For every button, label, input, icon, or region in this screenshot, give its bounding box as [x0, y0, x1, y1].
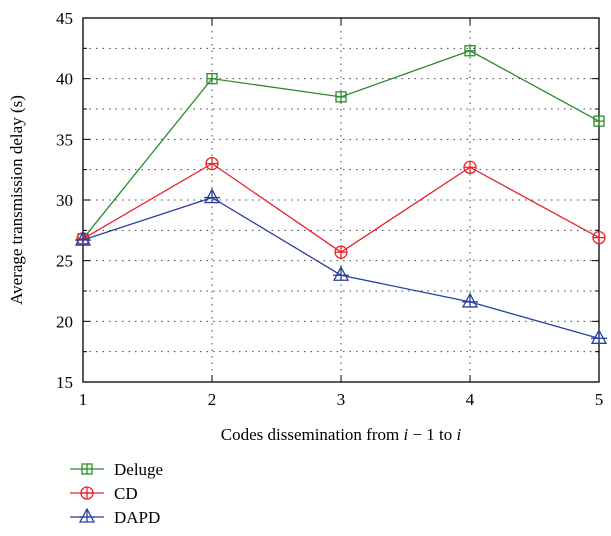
legend-item: Deluge: [70, 460, 163, 479]
legend: Deluge CD DAPD: [70, 460, 163, 527]
data-point: [464, 45, 476, 57]
data-point: [592, 230, 606, 245]
legend-label: DAPD: [114, 508, 160, 527]
legend-label: Deluge: [114, 460, 163, 479]
data-point: [461, 292, 479, 308]
data-point: [590, 328, 608, 344]
data-point: [334, 245, 348, 259]
legend-marker: [80, 486, 94, 500]
x-axis-title-part: Codes dissemination from: [221, 425, 404, 444]
data-point: [205, 156, 219, 171]
x-tick-label: 5: [595, 390, 604, 409]
x-axis-title: Codes dissemination from i − 1 to i: [221, 425, 462, 444]
data-point: [335, 91, 347, 103]
series-line: [82, 50, 600, 240]
y-tick-label: 30: [56, 191, 73, 210]
data-point: [593, 115, 605, 127]
x-tick-label: 3: [337, 390, 346, 409]
y-axis-title: Average transmission delay (s): [7, 95, 26, 305]
x-tick-label: 2: [208, 390, 217, 409]
x-axis-title-part: i: [403, 425, 408, 444]
data-point: [463, 160, 477, 174]
legend-marker: [78, 507, 96, 523]
y-tick-label: 45: [56, 9, 73, 28]
series-dapd: [74, 188, 608, 344]
y-tick-label: 15: [56, 373, 73, 392]
grid-lines: [83, 18, 599, 382]
data-point: [203, 188, 221, 204]
data-point: [74, 230, 92, 246]
x-tick-label: 4: [466, 390, 475, 409]
legend-label: CD: [114, 484, 138, 503]
x-axis-title-part: − 1 to: [408, 425, 456, 444]
x-axis-title-part: i: [457, 425, 462, 444]
legend-item: CD: [70, 484, 138, 503]
series-cd: [76, 156, 606, 259]
y-tick-label: 25: [56, 252, 73, 271]
series-layer: [74, 45, 608, 344]
x-tick-label: 1: [79, 390, 88, 409]
y-tick-label: 35: [56, 130, 73, 149]
legend-item: DAPD: [70, 507, 160, 527]
data-point: [332, 265, 350, 281]
y-tick-label: 40: [56, 70, 73, 89]
data-point: [206, 73, 218, 85]
legend-marker: [81, 463, 93, 475]
y-tick-label: 20: [56, 312, 73, 331]
